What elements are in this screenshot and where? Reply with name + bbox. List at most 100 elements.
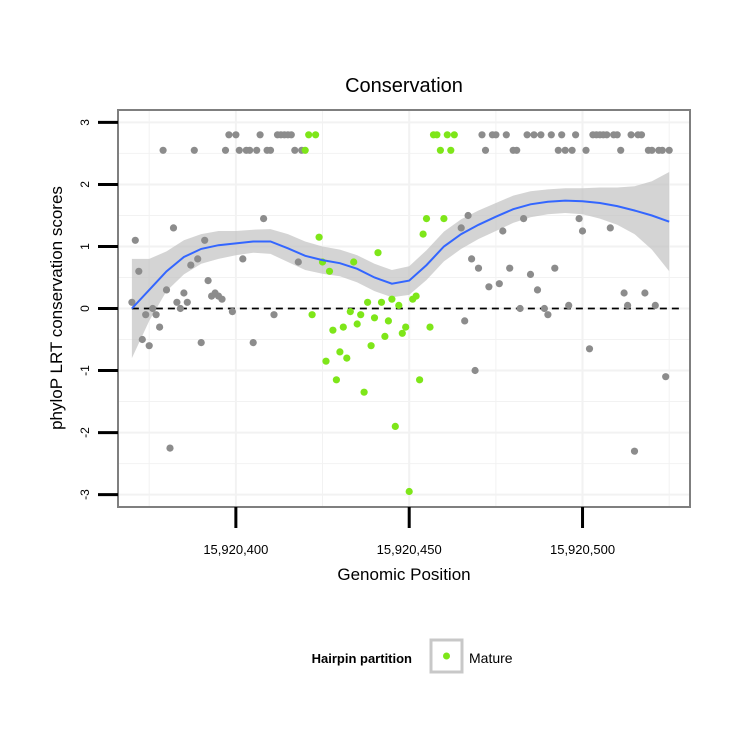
data-point-other: [481, 146, 490, 154]
data-point-other: [606, 224, 614, 232]
data-point-mature: [329, 326, 337, 334]
data-point-other: [128, 298, 136, 306]
data-point-other: [135, 267, 143, 275]
data-point-mature: [443, 131, 451, 139]
data-point-other: [180, 289, 188, 297]
data-point-other: [520, 215, 528, 223]
data-point-other: [142, 311, 150, 319]
data-point-mature: [350, 258, 358, 266]
y-tick-label: 1: [78, 243, 92, 250]
data-point-other: [256, 131, 264, 139]
data-point-other: [228, 308, 236, 316]
y-axis-label: phyloP LRT conservation scores: [47, 186, 66, 430]
data-point-mature: [301, 146, 309, 154]
data-point-mature: [405, 487, 413, 496]
data-point-other: [287, 131, 295, 139]
data-point-other: [152, 311, 160, 319]
data-point-other: [516, 304, 524, 313]
data-point-other: [665, 146, 673, 154]
data-point-mature: [402, 323, 410, 331]
data-point-mature: [422, 215, 431, 223]
data-point-mature: [374, 249, 382, 257]
data-point-other: [478, 131, 486, 139]
data-point-other: [565, 301, 573, 309]
data-point-other: [249, 339, 257, 347]
data-point-mature: [332, 376, 340, 384]
data-point-other: [558, 131, 566, 139]
y-tick-label: -3: [78, 489, 92, 500]
data-point-mature: [346, 308, 354, 316]
data-point-other: [201, 236, 209, 244]
data-point-mature: [325, 267, 334, 275]
data-point-other: [239, 255, 247, 263]
smooth-fit-line: [131, 199, 670, 310]
data-point-mature: [315, 233, 323, 241]
y-tick-label: 0: [78, 305, 92, 312]
data-point-mature: [391, 422, 399, 430]
data-point-other: [533, 286, 542, 294]
data-point-other: [537, 131, 545, 139]
data-point-other: [173, 298, 181, 306]
x-tick-label: 15,920,450: [377, 542, 442, 557]
data-point-mature: [367, 342, 375, 350]
data-point-other: [547, 131, 555, 139]
legend-entry-mature-label: Mature: [469, 650, 513, 666]
data-point-mature: [360, 388, 368, 396]
data-point-other: [641, 289, 649, 297]
data-point-other: [253, 146, 261, 154]
data-point-other: [523, 131, 531, 139]
legend-title: Hairpin partition: [312, 651, 412, 666]
data-point-other: [131, 236, 139, 244]
data-point-other: [624, 301, 632, 309]
data-point-mature: [305, 131, 313, 139]
data-point-other: [651, 301, 659, 309]
data-point-other: [232, 131, 240, 139]
data-point-other: [495, 280, 503, 288]
data-point-other: [485, 283, 493, 291]
y-tick-label: 3: [78, 119, 92, 126]
data-point-other: [190, 146, 198, 154]
data-point-other: [162, 286, 171, 294]
data-point-mature: [395, 301, 403, 309]
data-point-other: [246, 146, 254, 154]
data-point-other: [468, 255, 476, 263]
data-point-other: [218, 295, 226, 303]
data-point-mature: [412, 292, 420, 300]
data-point-other: [630, 447, 639, 455]
data-point-mature: [433, 131, 441, 139]
data-point-other: [513, 146, 521, 154]
data-point-other: [138, 335, 146, 344]
data-point-mature: [440, 215, 448, 223]
data-point-other: [260, 215, 268, 223]
legend: Hairpin partition Mature: [312, 638, 513, 674]
data-point-other: [461, 317, 469, 325]
data-point-other: [235, 146, 243, 154]
data-point-mature: [388, 295, 396, 303]
data-points-layer: [128, 131, 673, 496]
data-point-other: [526, 270, 535, 278]
confidence-band-layer: [131, 172, 670, 359]
data-point-mature: [384, 317, 392, 325]
data-point-other: [502, 131, 510, 139]
grid-layer: [118, 110, 690, 507]
data-point-other: [270, 311, 278, 319]
data-point-other: [627, 131, 635, 139]
chart-title: Conservation: [345, 75, 463, 97]
data-point-other: [499, 227, 507, 235]
data-point-other: [194, 255, 202, 263]
data-point-other: [530, 131, 538, 139]
data-point-other: [561, 146, 569, 154]
data-point-other: [585, 345, 594, 353]
data-point-mature: [339, 323, 347, 331]
data-point-other: [291, 146, 299, 154]
data-point-other: [582, 146, 590, 154]
data-point-other: [166, 444, 174, 452]
y-tick-label: -2: [78, 427, 92, 438]
data-point-other: [197, 339, 205, 347]
smooth-line-layer: [131, 199, 670, 310]
data-point-other: [572, 131, 580, 139]
data-point-other: [145, 342, 153, 350]
data-point-other: [204, 277, 212, 285]
data-point-mature: [343, 354, 351, 362]
